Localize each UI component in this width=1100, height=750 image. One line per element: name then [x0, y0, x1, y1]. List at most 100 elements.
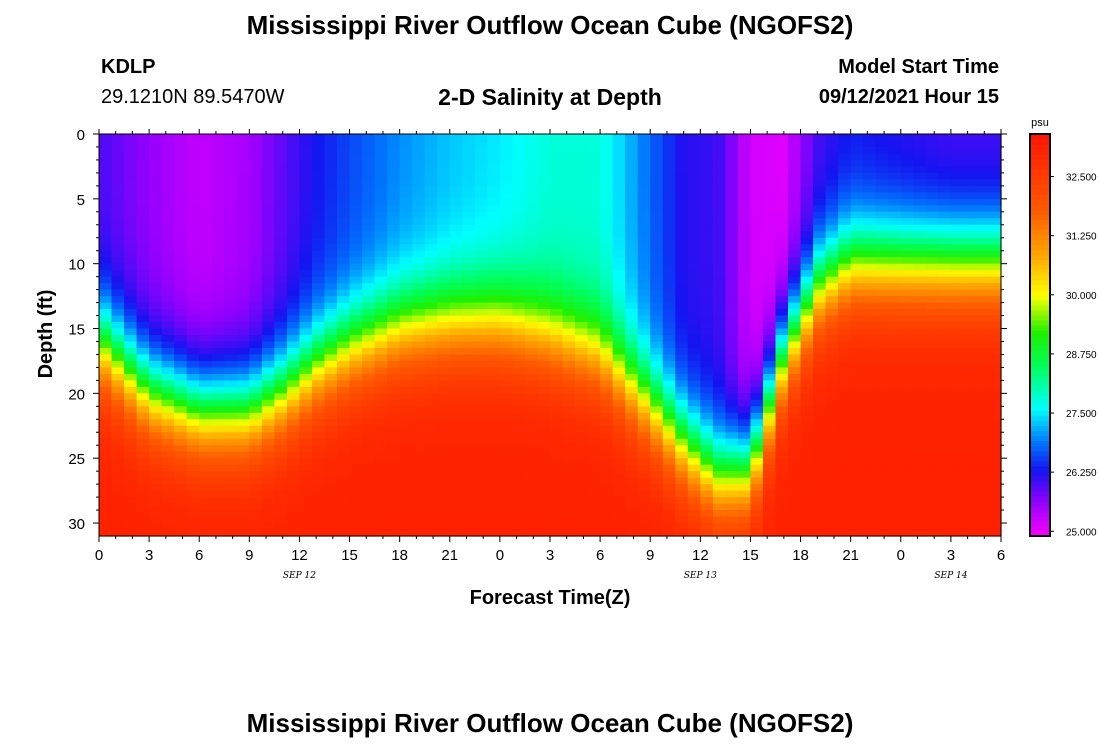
heatmap-cell [963, 335, 977, 343]
heatmap-cell [913, 250, 927, 258]
heatmap-cell [362, 399, 376, 407]
heatmap-cell [975, 406, 990, 414]
heatmap-cell [186, 244, 200, 252]
colorbar-segment [1030, 405, 1050, 411]
heatmap-cell [950, 224, 965, 232]
heatmap-cell [850, 497, 864, 505]
heatmap-cell [274, 393, 288, 401]
heatmap-cell [387, 250, 401, 258]
heatmap-cell [988, 503, 1002, 511]
heatmap-cell [925, 438, 939, 446]
heatmap-cell [199, 490, 213, 498]
heatmap-cell [374, 263, 388, 271]
heatmap-cell [474, 484, 488, 492]
heatmap-cell [274, 529, 288, 537]
heatmap-cell [938, 432, 952, 440]
heatmap-cell [625, 250, 639, 258]
heatmap-cell [211, 445, 225, 453]
heatmap-cell [424, 134, 438, 142]
heatmap-cell [700, 341, 714, 349]
heatmap-cell [512, 302, 526, 310]
heatmap-cell [424, 484, 438, 492]
heatmap-cell [311, 432, 326, 440]
heatmap-cell [675, 347, 689, 356]
heatmap-cell [775, 503, 789, 511]
heatmap-cell [675, 257, 689, 265]
heatmap-cell [725, 419, 739, 427]
heatmap-cell [274, 146, 288, 155]
heatmap-cell [600, 179, 614, 187]
heatmap-cell [963, 244, 977, 252]
heatmap-cell [888, 192, 902, 200]
heatmap-cell [537, 497, 551, 505]
heatmap-cell [311, 302, 326, 310]
heatmap-cell [650, 237, 664, 245]
heatmap-cell [575, 134, 589, 142]
heatmap-cell [399, 406, 413, 414]
heatmap-cell [913, 367, 927, 375]
heatmap-cell [299, 510, 313, 518]
heatmap-cell [111, 497, 125, 505]
heatmap-cell [838, 250, 852, 258]
heatmap-cell [600, 237, 614, 245]
heatmap-cell [712, 270, 726, 278]
heatmap-cell [186, 432, 200, 440]
heatmap-cell [349, 153, 363, 161]
heatmap-cell [575, 263, 589, 271]
heatmap-cell [675, 477, 689, 485]
heatmap-cell [487, 529, 501, 537]
heatmap-cell [449, 263, 463, 271]
heatmap-cell [99, 464, 113, 472]
heatmap-cell [988, 497, 1002, 505]
heatmap-cell [850, 484, 864, 492]
heatmap-cell [499, 159, 514, 168]
heatmap-cell [124, 373, 138, 381]
heatmap-cell [224, 406, 238, 414]
heatmap-cell [913, 153, 927, 161]
heatmap-cell [462, 244, 476, 252]
heatmap-cell [524, 250, 539, 258]
heatmap-cell [938, 451, 952, 459]
heatmap-cell [186, 328, 200, 336]
heatmap-cell [850, 172, 864, 180]
heatmap-cell [149, 296, 163, 304]
heatmap-cell [825, 231, 839, 239]
heatmap-cell [863, 464, 877, 472]
heatmap-cell [637, 237, 651, 245]
heatmap-cell [136, 283, 150, 291]
heatmap-cell [587, 309, 601, 317]
heatmap-cell [625, 185, 639, 193]
heatmap-cell [675, 445, 689, 453]
heatmap-cell [838, 172, 852, 180]
heatmap-cell [700, 471, 714, 479]
heatmap-cell [399, 510, 413, 518]
heatmap-cell [975, 328, 990, 336]
heatmap-cell [612, 289, 626, 297]
heatmap-cell [374, 490, 388, 498]
heatmap-cell [775, 270, 789, 278]
heatmap-cell [487, 270, 501, 278]
heatmap-cell [800, 510, 814, 518]
heatmap-cell [261, 373, 275, 381]
heatmap-cell [199, 218, 213, 226]
heatmap-cell [863, 166, 877, 174]
heatmap-cell [712, 464, 726, 472]
heatmap-cell [124, 432, 138, 440]
heatmap-cell [662, 185, 676, 193]
heatmap-cell [600, 166, 614, 174]
heatmap-cell [925, 179, 939, 187]
heatmap-cell [487, 503, 501, 511]
heatmap-cell [575, 341, 589, 349]
heatmap-cell [387, 464, 401, 472]
heatmap-cell [161, 354, 175, 362]
heatmap-cell [161, 347, 175, 356]
heatmap-cell [174, 399, 188, 407]
heatmap-cell [762, 179, 777, 187]
heatmap-cell [337, 283, 351, 291]
heatmap-cell [399, 309, 413, 317]
heatmap-cell [900, 432, 914, 440]
heatmap-cell [775, 289, 789, 297]
heatmap-cell [537, 464, 551, 472]
heatmap-cell [362, 257, 376, 265]
heatmap-cell [725, 146, 739, 155]
